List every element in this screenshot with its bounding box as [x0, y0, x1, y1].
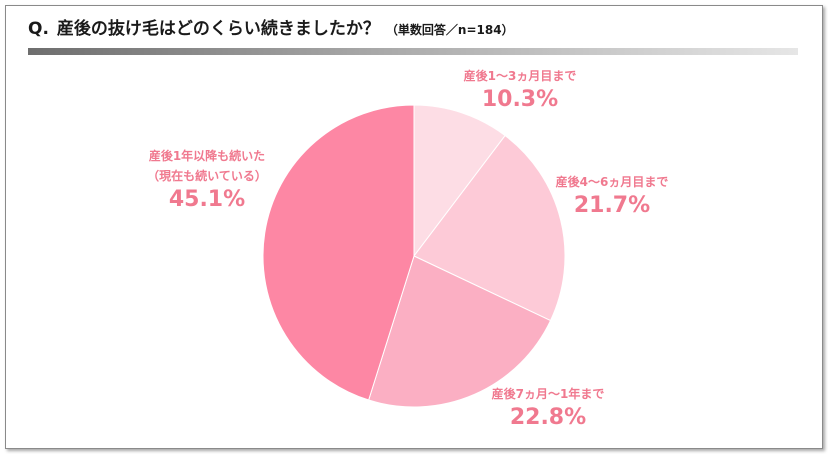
- slice-label-text: 産後1〜3ヵ月目まで: [463, 69, 577, 83]
- pie-slice-1: [413, 104, 506, 258]
- slice-label-7-12-months: 産後7ヵ月〜1年まで 22.8%: [458, 384, 638, 432]
- question-text: 産後の抜け毛はどのくらい続きましたか？: [56, 19, 380, 39]
- question-mark-label: Q.: [28, 19, 49, 39]
- title-underline: [28, 48, 798, 55]
- slice-label-1-3-months: 産後1〜3ヵ月目まで 10.3%: [430, 66, 610, 114]
- slice-label-text: 産後4〜6ヵ月目まで: [555, 175, 669, 189]
- slice-label-subtext: （現在も続いている）: [147, 169, 267, 183]
- slice-value: 22.8%: [509, 405, 587, 430]
- slice-label-text: 産後1年以降も続いた: [148, 149, 266, 163]
- slice-label-over-1-year: 産後1年以降も続いた （現在も続いている） 45.1%: [112, 146, 302, 214]
- slice-value: 21.7%: [573, 193, 651, 218]
- pie-slice-4: [262, 104, 415, 401]
- slice-label-4-6-months: 産後4〜6ヵ月目まで 21.7%: [522, 172, 702, 220]
- sample-note: （単数回答／n=184）: [385, 23, 514, 37]
- chart-title: Q. 産後の抜け毛はどのくらい続きましたか？ （単数回答／n=184）: [28, 14, 514, 39]
- pie-slice-3: [368, 255, 552, 408]
- slice-value: 45.1%: [168, 187, 246, 212]
- pie-slice-2: [413, 134, 566, 322]
- slice-value: 10.3%: [481, 87, 559, 112]
- slice-label-text: 産後7ヵ月〜1年まで: [491, 387, 605, 401]
